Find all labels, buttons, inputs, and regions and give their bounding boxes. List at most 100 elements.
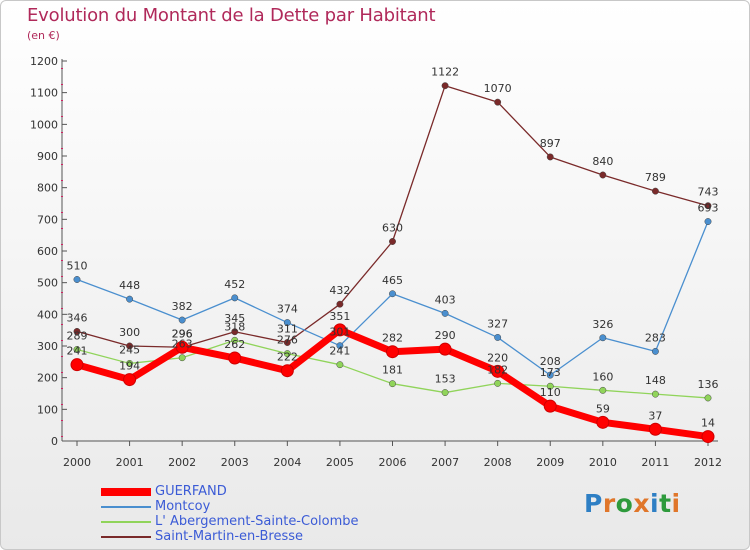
series-layer xyxy=(70,82,715,444)
series-saint-martin-en-bresse xyxy=(73,82,712,351)
data-point xyxy=(543,399,557,413)
data-point xyxy=(704,202,712,210)
axes: 0 100 200 300 400 500 600 700 800 900 1000 1100 1200… xyxy=(30,55,722,469)
data-point xyxy=(438,342,452,356)
x-tick-label: 2002 xyxy=(168,456,196,469)
x-tick-label: 2011 xyxy=(641,456,669,469)
chart-subtitle: (en €) xyxy=(27,29,60,42)
y-tick-label: 900 xyxy=(37,150,58,163)
data-point xyxy=(651,187,659,195)
data-label: 318 xyxy=(224,320,245,333)
series-montcoy xyxy=(73,218,712,379)
data-point xyxy=(651,390,659,398)
data-point xyxy=(494,334,502,341)
data-label: 245 xyxy=(119,343,140,356)
data-point xyxy=(178,354,186,362)
data-label: 452 xyxy=(224,278,245,291)
data-point xyxy=(546,153,554,161)
data-label: 448 xyxy=(119,279,140,292)
logo-letter: i xyxy=(671,489,681,518)
data-label: 432 xyxy=(329,284,350,297)
data-point xyxy=(389,238,396,245)
data-point xyxy=(126,295,134,303)
data-label: 789 xyxy=(645,171,666,184)
logo-letter: o xyxy=(615,489,634,518)
legend-swatch xyxy=(101,521,151,523)
data-point xyxy=(704,218,712,226)
x-tick-label: 2004 xyxy=(273,456,301,469)
x-tick-label: 2007 xyxy=(431,456,459,469)
data-point xyxy=(336,342,344,350)
data-label: 136 xyxy=(698,378,719,391)
data-label: 1122 xyxy=(431,66,459,79)
data-point xyxy=(228,351,242,365)
x-tick-label: 2000 xyxy=(63,456,91,469)
data-point xyxy=(386,345,399,359)
logo-letter: x xyxy=(633,489,650,518)
y-tick-label: 300 xyxy=(37,340,58,353)
data-label: 153 xyxy=(435,373,456,386)
data-point xyxy=(599,171,607,179)
x-tick-label: 2010 xyxy=(589,456,617,469)
data-labels: 346 300 296 345 311 432 630 1122 1070 897 840 789 74… xyxy=(67,66,719,430)
data-point xyxy=(494,98,502,106)
data-label: 59 xyxy=(596,402,610,415)
data-point xyxy=(126,359,134,367)
data-label: 374 xyxy=(277,303,298,316)
data-point xyxy=(333,323,347,337)
y-tick-label: 600 xyxy=(37,245,58,258)
y-tick-label: 100 xyxy=(37,403,58,416)
data-label: 148 xyxy=(645,374,666,387)
y-tick-label: 1200 xyxy=(30,55,58,68)
data-label: 382 xyxy=(172,300,193,313)
data-point xyxy=(336,361,344,369)
data-label: 263 xyxy=(172,338,193,351)
logo-letter: i xyxy=(650,489,660,518)
data-label: 160 xyxy=(592,370,613,383)
data-label: 173 xyxy=(540,366,561,379)
data-label: 241 xyxy=(329,345,350,358)
data-point xyxy=(389,380,396,388)
data-point xyxy=(231,328,239,336)
data-label: 289 xyxy=(67,329,88,342)
data-label: 283 xyxy=(645,331,666,344)
data-label: 693 xyxy=(698,202,719,215)
data-point xyxy=(441,82,449,90)
data-label: 1070 xyxy=(484,82,512,95)
data-label: 630 xyxy=(382,222,403,235)
x-tick-label: 2005 xyxy=(326,456,354,469)
data-point xyxy=(651,347,659,355)
data-label: 276 xyxy=(277,334,298,347)
y-tick-label: 400 xyxy=(37,308,58,321)
y-tick-label: 500 xyxy=(37,277,58,290)
data-label: 181 xyxy=(382,364,403,377)
data-label: 301 xyxy=(329,326,350,339)
data-label: 346 xyxy=(67,311,88,324)
legend-label: L' Abergement-Sainte-Colombe xyxy=(155,514,359,529)
logo-letter: r xyxy=(602,489,616,518)
data-label: 345 xyxy=(224,312,245,325)
data-point xyxy=(336,300,344,308)
data-point xyxy=(123,373,137,387)
data-point xyxy=(73,327,81,335)
data-label: 208 xyxy=(540,355,561,368)
legend-swatch xyxy=(101,488,151,496)
legend-swatch xyxy=(101,506,151,508)
legend-label: Saint-Martin-en-Bresse xyxy=(155,529,304,544)
logo-letter: t xyxy=(659,489,672,518)
y-tick-label: 1000 xyxy=(30,118,58,131)
data-label: 241 xyxy=(67,345,88,358)
x-tick-label: 2003 xyxy=(221,456,249,469)
data-label: 465 xyxy=(382,274,403,287)
data-point xyxy=(73,276,81,283)
data-label: 351 xyxy=(329,310,350,323)
logo-letter: P xyxy=(584,489,603,518)
data-point xyxy=(231,294,239,302)
data-point xyxy=(73,346,81,353)
data-point xyxy=(494,379,502,387)
data-point xyxy=(491,364,505,378)
data-label: 194 xyxy=(119,360,140,373)
data-label: 182 xyxy=(487,363,508,376)
